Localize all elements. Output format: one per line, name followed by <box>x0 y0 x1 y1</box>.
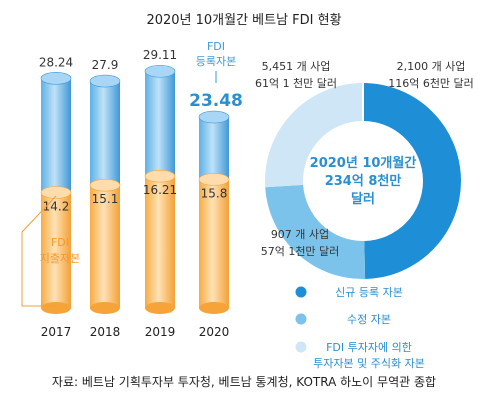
highlight-label-line1: FDI <box>207 40 225 53</box>
value-label-registered-2018: 27.9 <box>92 58 119 72</box>
legend-marker-2 <box>295 341 307 353</box>
bar-disbursed-2020 <box>199 179 229 308</box>
disbursed-label-line1: FDI <box>51 236 69 249</box>
bar-registered-top-2019 <box>144 64 176 78</box>
bar-registered-2018 <box>90 81 120 186</box>
legend-label-2-1: 투자자본 및 주식화 자본 <box>313 357 425 370</box>
bar-disbursed-base-2019 <box>145 302 175 314</box>
bar-disbursed-2017 <box>41 192 71 308</box>
bar-registered-top-2020 <box>198 110 230 124</box>
bar-disbursed-top-2017 <box>40 186 72 199</box>
slice-annotation-amount-1: 57억 1천만 달러 <box>261 244 340 258</box>
donut-slice-1 <box>265 184 366 279</box>
chart-title: 2020년 10개월간 베트남 FDI 현황 <box>146 13 341 28</box>
disbursed-callout-line <box>21 195 57 307</box>
bar-disbursed-base-2017 <box>41 302 71 314</box>
bar-disbursed-top-2019 <box>144 169 176 183</box>
bar-registered-top-2018 <box>89 74 121 88</box>
value-label-disbursed-2018: 15.1 <box>92 192 119 206</box>
value-label-registered-2017: 28.24 <box>39 55 73 69</box>
slice-annotation-count-2: 5,451 개 사업 <box>262 60 331 73</box>
bar-chart: 28.2414.2201727.915.1201829.1116.2120191… <box>39 48 230 339</box>
bar-disbursed-2019 <box>145 176 175 308</box>
category-label-2018: 2018 <box>90 325 121 339</box>
bar-disbursed-base-2020 <box>199 302 229 314</box>
slice-annotation-count-1: 907 개 사업 <box>271 228 329 241</box>
donut-center-label-2: 달러 <box>351 191 375 207</box>
bar-disbursed-base-2018 <box>90 302 120 314</box>
donut-slice-2 <box>264 83 363 188</box>
bar-registered-top-2017 <box>40 72 72 85</box>
bar-disbursed-top-2020 <box>198 173 230 186</box>
value-label-disbursed-2020: 15.8 <box>201 186 228 200</box>
bar-disbursed-top-2018 <box>89 178 121 192</box>
bar-disbursed-2018 <box>90 185 120 308</box>
bar-registered-2020 <box>199 117 229 180</box>
bar-registered-2017 <box>41 78 71 193</box>
donut-center-label-0: 2020년 10개월간 <box>310 155 417 171</box>
legend-marker-0 <box>295 286 307 298</box>
slice-annotation-count-0: 2,100 개 사업 <box>397 60 466 73</box>
highlight-label-line2: 등록자본 <box>196 55 236 68</box>
category-label-2019: 2019 <box>145 325 176 339</box>
slice-annotation-amount-0: 116억 6천만 달러 <box>388 76 474 90</box>
donut-slice-0 <box>363 83 461 279</box>
highlight-value: 23.48 <box>189 91 243 111</box>
value-label-disbursed-2019: 16.21 <box>143 183 177 197</box>
legend-label-1-0: 수정 자본 <box>347 313 391 326</box>
bar-registered-2019 <box>145 71 175 177</box>
legend-label-0-0: 신규 등록 자본 <box>335 286 403 299</box>
disbursed-label-line2: 지출자본 <box>40 252 80 265</box>
legend-marker-1 <box>295 313 307 325</box>
donut-center-label-1: 234억 8천만 <box>325 173 402 189</box>
category-label-2017: 2017 <box>41 325 72 339</box>
value-label-registered-2019: 29.11 <box>143 48 177 62</box>
legend-label-2-0: FDI 투자자에 의한 <box>326 341 412 354</box>
source-footer: 자료: 베트남 기획투자부 투자청, 베트남 통계청, KOTRA 하노이 무역… <box>52 375 436 389</box>
category-label-2020: 2020 <box>199 325 230 339</box>
slice-annotation-amount-2: 61억 1 천만 달러 <box>255 76 337 90</box>
